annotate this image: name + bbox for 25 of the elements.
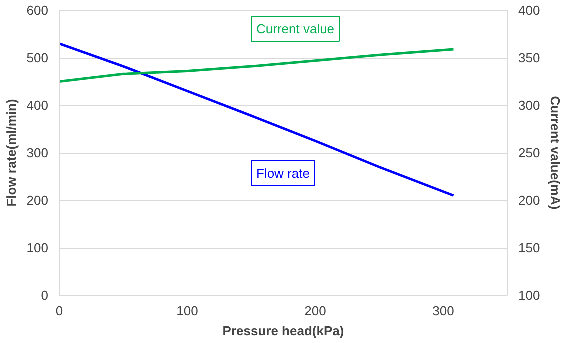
x-axis-title: Pressure head(kPa) [222,324,344,338]
x-tick-label: 100 [176,304,198,318]
y2-axis-title: Current value(mA) [548,96,564,210]
series-label: Flow rate [256,166,310,181]
y-tick-label: 500 [26,50,49,66]
series-label: Current value [256,22,335,37]
y2-tick-label: 400 [518,3,540,18]
y-tick-label: 600 [26,3,49,18]
y2-tick-label: 250 [518,146,540,160]
x-tick-label: 300 [432,304,454,318]
y2-tick-label: 300 [518,98,540,113]
y2-tick-label: 200 [518,193,540,208]
y2-tick-label: 350 [518,50,540,66]
y-tick-label: 100 [26,240,49,256]
y-tick-label: 200 [26,193,49,208]
line-series [60,42,455,197]
y-tick-label: 0 [41,288,49,303]
y-tick-label: 300 [26,146,49,160]
y-tick-label: 400 [26,98,49,113]
x-tick-label: 0 [56,304,64,318]
line-series [60,48,455,83]
y2-tick-label: 150 [518,240,540,256]
x-tick-label: 200 [304,304,326,318]
y-axis-title: Flow rate(ml/min) [4,99,19,207]
y2-tick-label: 100 [518,288,540,303]
